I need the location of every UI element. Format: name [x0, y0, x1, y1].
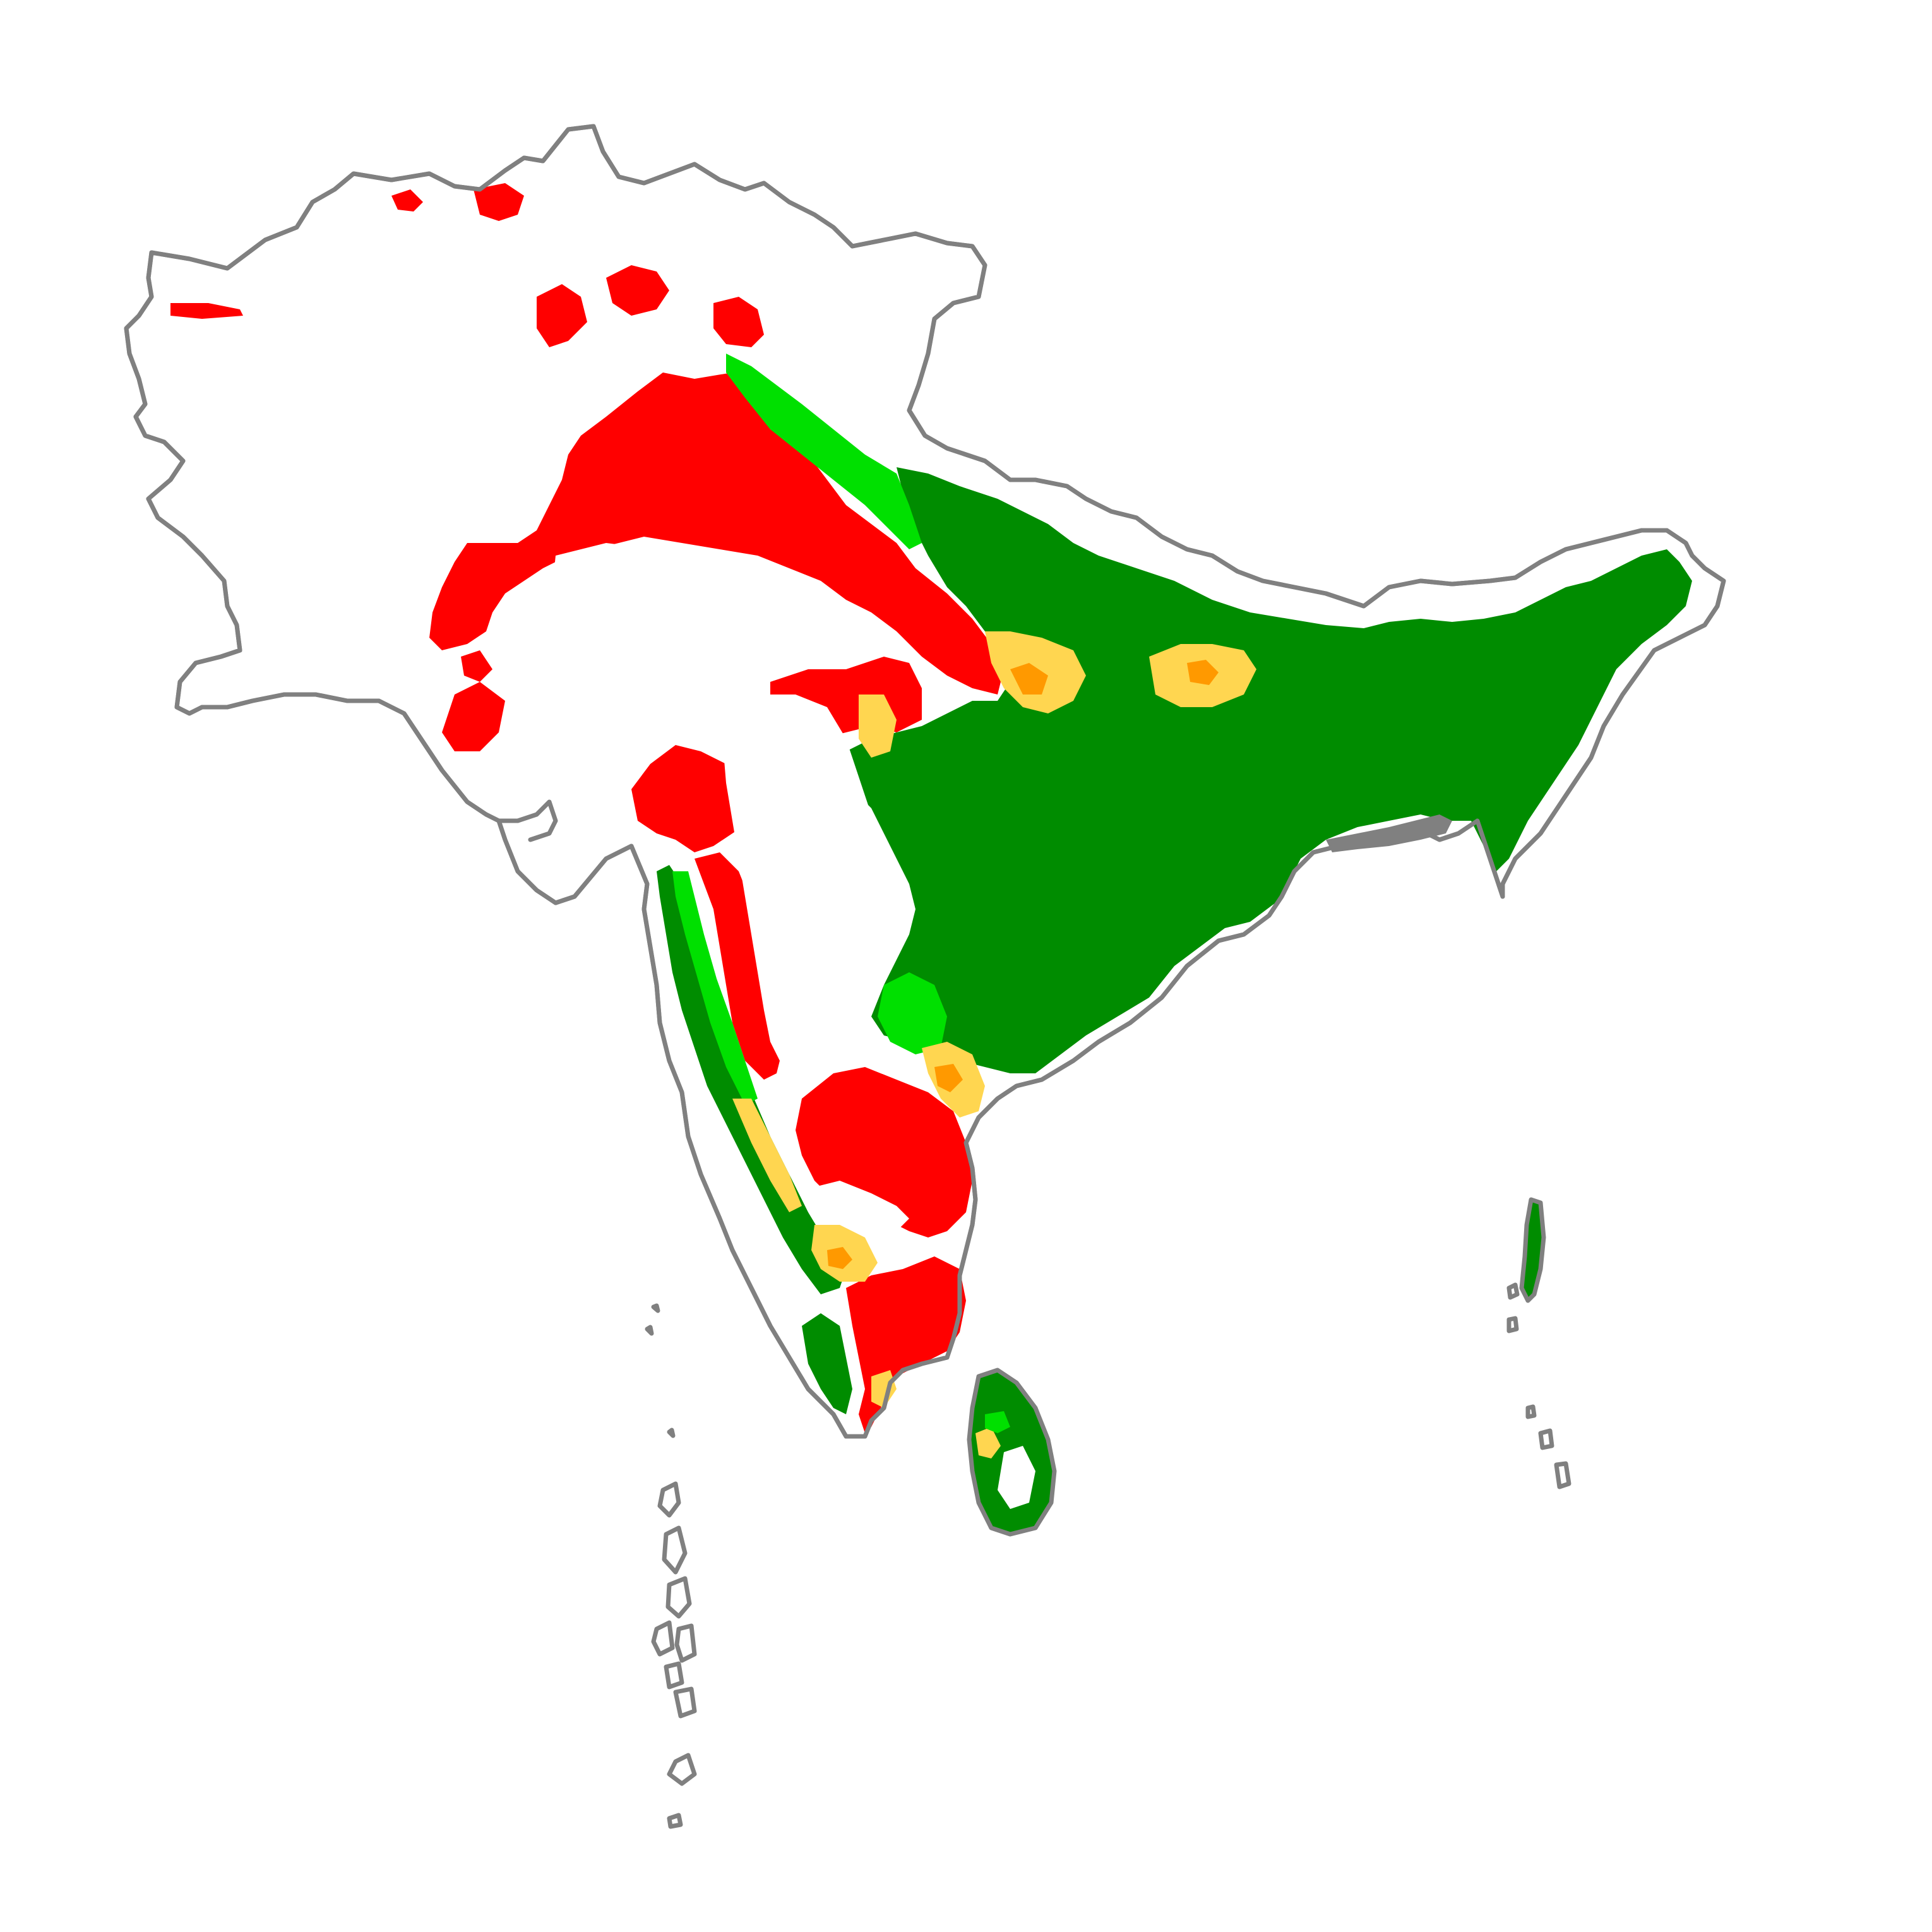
maldives-islands [645, 1303, 697, 1829]
vegetation-zone-kerala [802, 1313, 852, 1414]
andaman-island-3 [1506, 1316, 1519, 1333]
gulf-of-kutch [496, 799, 558, 842]
maldives-atoll-9 [667, 1813, 683, 1829]
arid-zone-tamil-nadu [846, 1256, 966, 1433]
transition-zone-ghats-yellow [732, 1099, 802, 1212]
sri-lanka-dry-zone [975, 1427, 1001, 1458]
intense-zone-deccan [934, 1064, 963, 1092]
andaman-nicobar-islands [1506, 1197, 1571, 1489]
maldives-atoll-2 [662, 1525, 688, 1575]
maldives-atoll-7 [673, 1686, 697, 1719]
sri-lanka-light-zone [985, 1411, 1010, 1433]
unclassified-central-plateau [723, 695, 909, 1073]
maldives-atoll-4 [651, 1620, 675, 1657]
nicobar-island-1 [1525, 1404, 1537, 1419]
vegetation-zone-east [840, 467, 1692, 1073]
lakshadweep-2 [645, 1325, 654, 1336]
arid-zone-kutch [442, 682, 505, 751]
intense-zone-gangetic [1010, 663, 1048, 695]
intense-zone-south [827, 1247, 852, 1269]
arid-zone-sindh-south [461, 650, 492, 682]
vegetation-zone-central-light [878, 972, 947, 1054]
nicobar-island-2 [1538, 1428, 1554, 1450]
arid-zone-north-patch-1 [537, 284, 587, 347]
unclassified-thar-core [552, 543, 852, 688]
lakshadweep-3 [667, 1428, 676, 1438]
maldives-atoll-1 [657, 1481, 681, 1518]
ganges-delta-coast [1326, 814, 1452, 852]
andaman-island-main [1519, 1197, 1546, 1303]
arid-zone-north-patch-3 [713, 297, 764, 347]
sri-lanka-interior [998, 1446, 1035, 1509]
transition-zone-tn-coast [871, 1370, 897, 1408]
vegetation-zone-ghats-light [672, 871, 758, 1105]
maldives-atoll-6 [664, 1661, 684, 1690]
intense-zone-bihar [1187, 660, 1219, 685]
arid-zone-north-patch-5 [391, 189, 423, 212]
arid-zone-north-patch-4 [474, 183, 524, 221]
maldives-atoll-8 [667, 1753, 697, 1786]
transition-zone-gujarat-edge [859, 695, 897, 758]
maldives-atoll-5 [674, 1623, 697, 1663]
nicobar-island-3 [1554, 1461, 1571, 1489]
mainland-boundary-overlay [124, 124, 1726, 1439]
maldives-atoll-3 [665, 1576, 692, 1619]
lakshadweep-1 [651, 1303, 660, 1313]
arid-zone-deccan-west [695, 852, 783, 1080]
arid-zone-northwest [429, 373, 1004, 695]
vegetation-zone-foothills [726, 354, 922, 549]
arid-zone-north-patch-6 [170, 303, 243, 319]
andaman-island-2 [1506, 1282, 1520, 1300]
unclassified-deccan-south [814, 1181, 909, 1231]
arid-zone-north-patch-2 [606, 265, 669, 316]
